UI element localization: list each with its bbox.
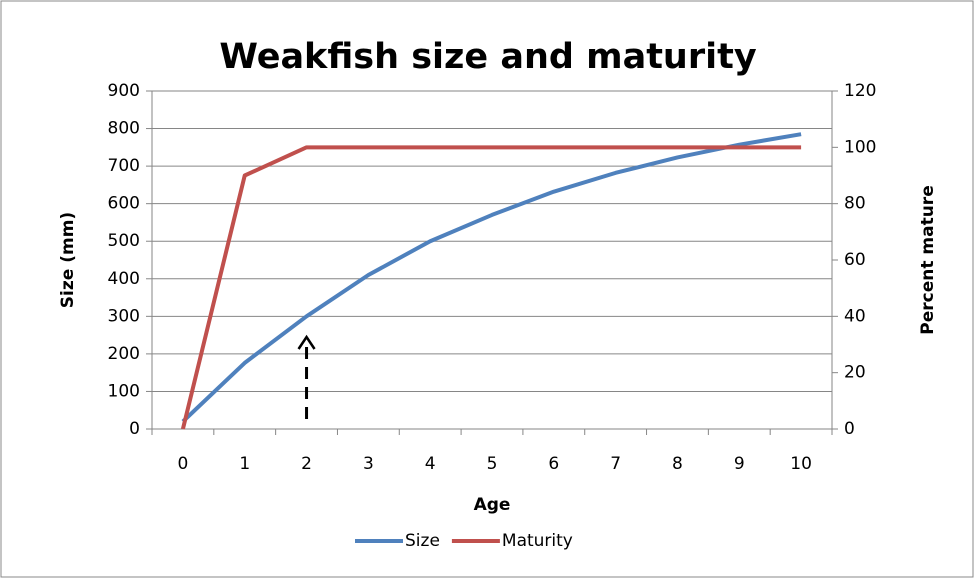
y2-tick-label: 40 xyxy=(844,306,866,326)
x-tick-label: 7 xyxy=(610,454,621,474)
data-line xyxy=(181,132,802,423)
x-tick-label: 0 xyxy=(177,454,188,474)
y-tick-label: 500 xyxy=(108,231,140,251)
y2-tick-label: 120 xyxy=(844,81,876,101)
x-axis-title: Age xyxy=(474,495,511,515)
annotation-arrow-head xyxy=(297,334,316,350)
data-line xyxy=(180,145,802,430)
y2-tick-label: 100 xyxy=(844,137,876,157)
x-tick-label: 1 xyxy=(239,454,250,474)
x-tick-label: 6 xyxy=(548,454,559,474)
y2-tick-label: 20 xyxy=(844,363,866,383)
x-tick-label: 3 xyxy=(363,454,374,474)
y-tick-label: 900 xyxy=(108,81,140,101)
y-tick-label: 600 xyxy=(108,194,140,214)
x-tick-label: 4 xyxy=(425,454,436,474)
y-tick-label: 200 xyxy=(108,344,140,364)
x-tick-label: 2 xyxy=(301,454,312,474)
y-tick-label: 700 xyxy=(108,156,140,176)
y-tick-label: 400 xyxy=(108,269,140,289)
x-tick-label: 9 xyxy=(734,454,745,474)
legend-label: Maturity xyxy=(502,531,573,551)
y-tick-label: 100 xyxy=(108,381,140,401)
y-tick-label: 800 xyxy=(108,119,140,139)
chart-title: Weakfish size and maturity xyxy=(219,37,756,77)
y2-tick-label: 60 xyxy=(844,250,866,270)
x-tick-label: 10 xyxy=(790,454,812,474)
x-tick-label: 5 xyxy=(487,454,498,474)
legend-label: Size xyxy=(405,531,440,551)
y2-tick-label: 0 xyxy=(844,419,855,439)
y-tick-label: 300 xyxy=(108,306,140,326)
y2-tick-label: 80 xyxy=(844,194,866,214)
y2-axis-title: Percent mature xyxy=(918,185,938,334)
x-tick-label: 8 xyxy=(672,454,683,474)
y-tick-label: 0 xyxy=(129,419,140,439)
y-axis-title: Size (mm) xyxy=(58,212,78,308)
